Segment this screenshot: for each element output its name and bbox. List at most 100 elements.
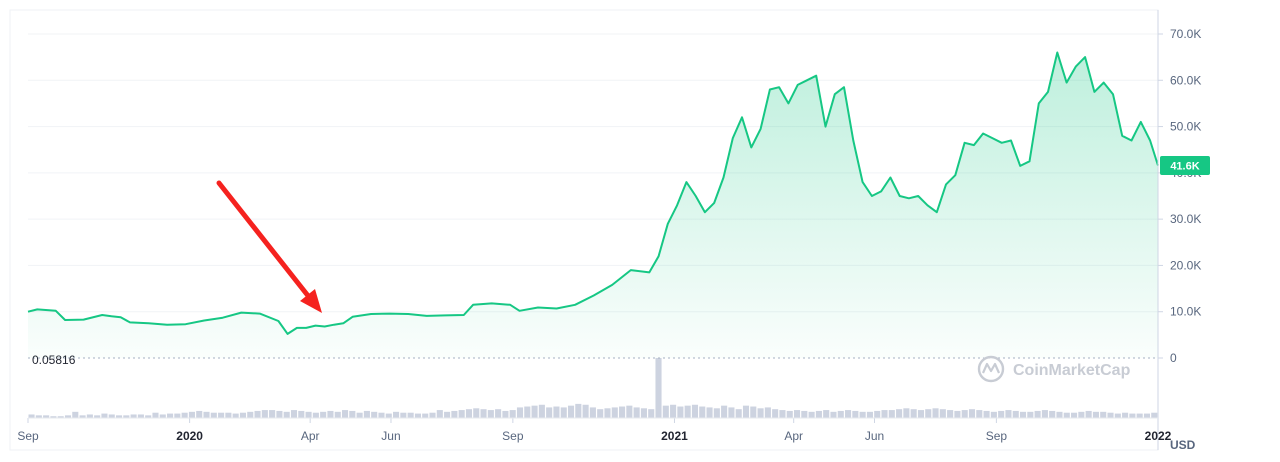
volume-bar bbox=[422, 413, 429, 418]
volume-bar bbox=[196, 410, 203, 418]
volume-bar bbox=[881, 410, 888, 418]
x-tick-label: Sep bbox=[986, 429, 1008, 443]
volume-bar bbox=[859, 411, 866, 418]
y-tick-label: 30.0K bbox=[1170, 212, 1201, 226]
y-tick-label: 20.0K bbox=[1170, 258, 1201, 272]
volume-bar bbox=[903, 408, 910, 418]
x-axis-ticks: Sep 2020 Apr Jun Sep 2021 Apr Jun Sep 2022 bbox=[17, 417, 1172, 443]
volume-bar bbox=[167, 413, 174, 418]
volume-bar bbox=[538, 404, 545, 418]
volume-bar bbox=[677, 406, 684, 418]
volume-bar bbox=[1049, 410, 1056, 418]
volume-bar bbox=[757, 408, 764, 418]
volume-bar bbox=[954, 410, 961, 418]
volume-bar bbox=[888, 410, 895, 418]
volume-bar bbox=[611, 407, 618, 418]
volume-bar bbox=[553, 406, 560, 418]
volume-bar bbox=[436, 410, 443, 418]
volume-bar bbox=[764, 407, 771, 418]
volume-bar bbox=[1136, 413, 1143, 418]
volume-bar bbox=[793, 410, 801, 418]
volume-bar bbox=[218, 412, 225, 418]
price-area bbox=[28, 52, 1158, 358]
volume-bar bbox=[371, 411, 378, 418]
volume-bar bbox=[269, 410, 276, 418]
volume-bar bbox=[327, 410, 334, 418]
volume-bar bbox=[385, 413, 392, 418]
volume-bar bbox=[976, 410, 983, 418]
volume-bar bbox=[845, 410, 852, 418]
x-tick-label: Jun bbox=[865, 429, 884, 443]
volume-bar bbox=[961, 410, 968, 418]
volume-bar bbox=[560, 407, 567, 418]
x-tick-label: 2022 bbox=[1145, 429, 1172, 443]
volume-bar bbox=[735, 409, 742, 418]
volume-bar bbox=[1092, 411, 1099, 418]
volume-bar bbox=[64, 415, 72, 418]
volume-bar bbox=[662, 405, 669, 418]
volume-bar bbox=[983, 410, 990, 418]
volume-bar bbox=[1114, 413, 1121, 418]
volume-bar bbox=[925, 409, 932, 418]
current-price-badge: 41.6K bbox=[1160, 155, 1210, 175]
volume-bar bbox=[742, 405, 750, 418]
volume-bar bbox=[407, 412, 414, 418]
volume-bar bbox=[145, 415, 152, 418]
x-tick-label: 2021 bbox=[661, 429, 688, 443]
volume-bar bbox=[86, 414, 93, 418]
volume-bar bbox=[699, 406, 706, 418]
x-tick-label: Sep bbox=[502, 429, 524, 443]
volume-bar bbox=[567, 405, 575, 418]
volume-bar bbox=[1100, 411, 1107, 418]
volume-bar bbox=[728, 407, 735, 418]
volume-bar bbox=[181, 412, 188, 418]
x-tick-label: Jun bbox=[381, 429, 400, 443]
y-tick-label: 50.0K bbox=[1170, 120, 1201, 134]
volume-bar bbox=[239, 412, 247, 418]
x-tick-label: Apr bbox=[784, 429, 803, 443]
volume-bar bbox=[582, 404, 589, 418]
y-tick-label: 60.0K bbox=[1170, 73, 1201, 87]
volume-bar bbox=[648, 409, 655, 418]
volume-bar bbox=[101, 413, 108, 418]
watermark-text: CoinMarketCap bbox=[1013, 362, 1131, 379]
volume-bar bbox=[152, 412, 159, 418]
red-arrow-annotation bbox=[216, 180, 322, 313]
volume-bar bbox=[94, 415, 101, 418]
volume-bar bbox=[1143, 413, 1151, 418]
volume-bar bbox=[495, 409, 502, 418]
volume-bar bbox=[619, 406, 626, 418]
volume-bar bbox=[691, 404, 699, 418]
x-tick-label: Sep bbox=[17, 429, 39, 443]
volume-bar bbox=[830, 411, 837, 418]
volume-bar bbox=[283, 411, 290, 418]
volume-bar bbox=[808, 411, 815, 418]
volume-bar bbox=[932, 408, 939, 418]
volume-bar bbox=[444, 411, 451, 418]
volume-bar bbox=[1078, 411, 1085, 418]
volume-bar bbox=[276, 410, 283, 418]
volume-bar bbox=[79, 415, 86, 418]
volume-bar bbox=[546, 407, 553, 418]
volume-bar bbox=[917, 410, 925, 418]
volume-bar bbox=[247, 411, 254, 418]
volume-bar bbox=[356, 412, 363, 418]
volume-bar bbox=[815, 410, 822, 418]
volume-bar bbox=[123, 415, 130, 418]
x-tick-label: 2020 bbox=[176, 429, 203, 443]
volume-bar bbox=[516, 407, 524, 418]
volume-bar bbox=[451, 410, 458, 418]
volume-bar bbox=[626, 405, 633, 418]
volume-bar bbox=[524, 406, 531, 418]
volume-bar bbox=[429, 412, 436, 418]
volume-bar bbox=[159, 414, 166, 418]
volume-bar bbox=[706, 407, 713, 418]
volume-bar bbox=[823, 410, 830, 418]
volume-bar bbox=[1012, 410, 1019, 418]
volume-bar bbox=[232, 413, 239, 418]
volume-bar bbox=[750, 406, 757, 418]
volume-bar bbox=[874, 410, 881, 418]
volume-bar bbox=[509, 410, 516, 418]
